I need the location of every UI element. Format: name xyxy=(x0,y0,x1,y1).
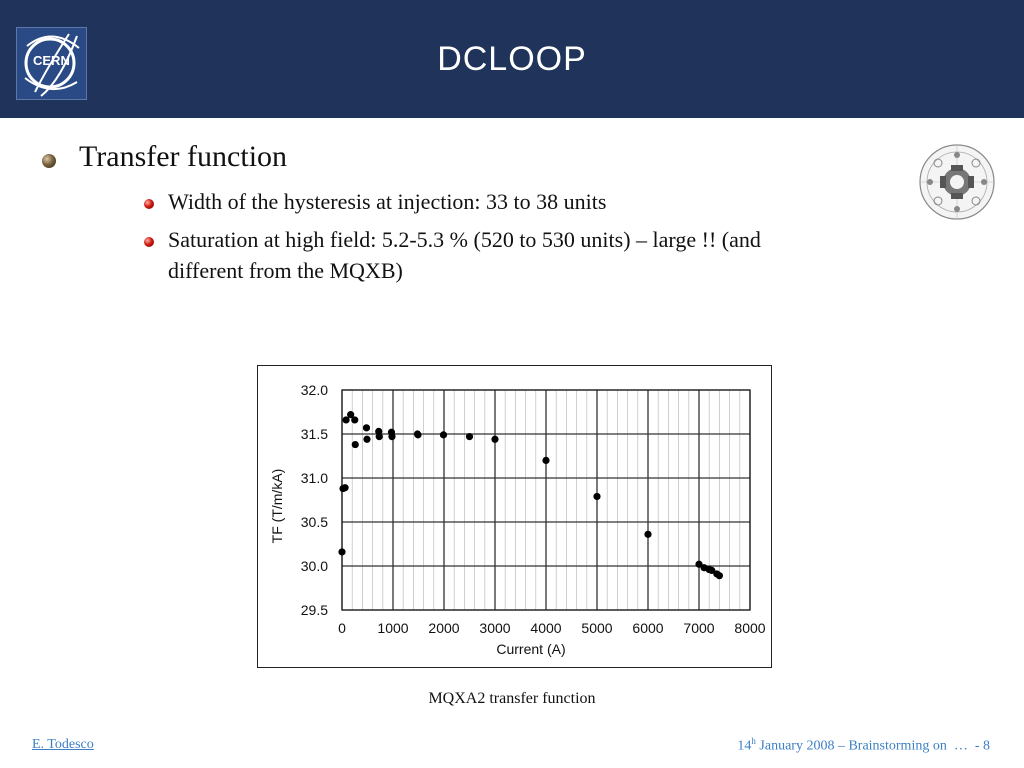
y-tick-label: 29.5 xyxy=(301,602,328,618)
data-point xyxy=(351,416,359,424)
data-point xyxy=(351,440,359,449)
bullet-main-text: Transfer function xyxy=(79,140,288,173)
y-tick-label: 31.5 xyxy=(301,426,328,442)
x-tick-label: 0 xyxy=(338,620,346,636)
chart-frame: 29.5 30.0 30.5 31.0 31.5 32.0 0 1000 2000 3000 400… xyxy=(257,365,772,668)
data-point xyxy=(695,560,703,568)
cern-logo-text: CERN xyxy=(33,53,70,68)
transfer-function-chart: 29.5 30.0 30.5 31.0 31.5 32.0 0 1000 2000 3000 400… xyxy=(269,382,766,657)
data-point xyxy=(341,484,349,492)
footer-date: 14h January 2008 – Brainstorming on … - … xyxy=(737,736,990,755)
sub-bullet-icon xyxy=(144,199,154,209)
y-tick-label: 30.0 xyxy=(301,558,328,574)
data-point xyxy=(342,416,350,424)
x-tick-label: 4000 xyxy=(530,620,561,636)
x-axis-label: Current (A) xyxy=(496,641,565,657)
data-point xyxy=(363,435,371,443)
data-point xyxy=(542,456,550,464)
data-point xyxy=(414,431,422,439)
x-tick-label: 5000 xyxy=(581,620,612,636)
x-tick-label: 2000 xyxy=(428,620,459,636)
data-point xyxy=(375,427,383,435)
sub-bullet-text-1: Width of the hysteresis at injection: 33… xyxy=(168,189,607,214)
data-point xyxy=(715,572,723,580)
x-tick-label: 6000 xyxy=(632,620,663,636)
x-tick-label: 1000 xyxy=(377,620,408,636)
slide-title: DCLOOP xyxy=(437,40,587,78)
plot-area-border xyxy=(341,389,751,611)
data-point xyxy=(644,530,652,538)
author-link[interactable]: E. Todesco xyxy=(32,737,94,752)
x-tick-label: 8000 xyxy=(734,620,765,636)
footer-date-day: 14 xyxy=(737,738,752,754)
data-point xyxy=(708,566,716,574)
x-tick-label: 7000 xyxy=(683,620,714,636)
sub-bullet-text-2-cont: different from the MQXB) xyxy=(168,258,403,283)
data-point xyxy=(388,433,396,441)
header-bar: CERN DCLOOP xyxy=(0,0,1024,118)
footer-date-rest: January 2008 – Brainstorming on … - 8 xyxy=(755,738,990,754)
bullet-icon xyxy=(42,154,56,168)
data-point xyxy=(465,433,474,441)
data-point xyxy=(491,435,499,443)
footer-date-sup: h xyxy=(751,736,756,746)
cern-logo: CERN xyxy=(16,27,87,100)
data-point xyxy=(593,492,601,501)
data-point xyxy=(375,433,383,441)
data-point xyxy=(338,548,346,556)
y-tick-label: 32.0 xyxy=(301,382,328,398)
y-tick-label: 30.5 xyxy=(301,514,328,530)
sub-bullet-icon xyxy=(144,237,154,247)
x-tick-label: 3000 xyxy=(479,620,510,636)
data-point xyxy=(347,411,355,419)
y-axis-label: TF (T/m/kA) xyxy=(269,469,285,544)
data-point xyxy=(362,424,371,432)
data-point xyxy=(439,431,448,439)
y-tick-label: 31.0 xyxy=(301,470,328,486)
magnet-cross-section-image xyxy=(919,144,995,220)
sub-bullet-text-2: Saturation at high field: 5.2-5.3 % (520… xyxy=(168,227,761,252)
figure-caption: MQXA2 transfer function xyxy=(428,690,596,707)
